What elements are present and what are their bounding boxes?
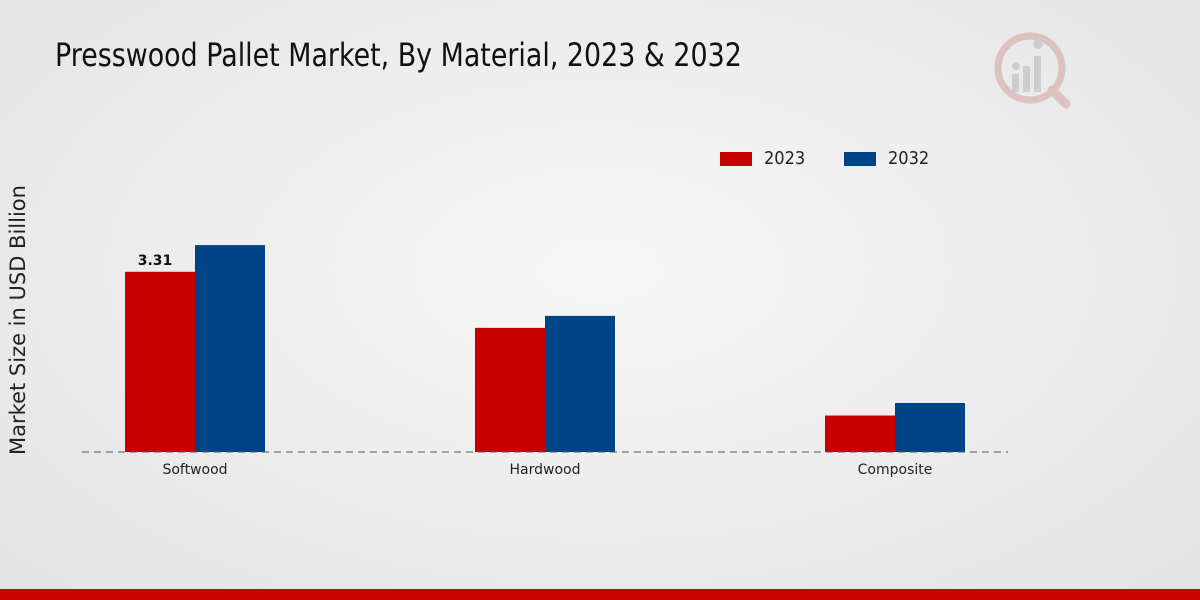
bar-softwood-2023 <box>125 271 195 452</box>
bar-composite-2032 <box>895 403 965 452</box>
legend-label-2032: 2032 <box>887 148 930 169</box>
bar-softwood-2032 <box>195 245 265 452</box>
x-tick-label-composite: Composite <box>858 462 933 478</box>
legend-item-2023: 2023 <box>720 148 810 169</box>
legend-swatch-2023 <box>720 151 752 166</box>
x-tick-label-hardwood: Hardwood <box>510 462 581 478</box>
brand-accent-bar <box>0 589 1200 600</box>
market-research-logo-icon <box>994 32 1071 109</box>
legend-swatch-2032 <box>843 151 876 166</box>
legend-label-2023: 2023 <box>764 148 806 169</box>
data-label-softwood-2023: 3.31 <box>138 253 173 269</box>
legend-item-2032: 2032 <box>843 148 934 169</box>
chart-title: Presswood Pallet Market, By Material, 20… <box>55 36 742 74</box>
bar-hardwood-2032 <box>545 315 615 452</box>
legend: 2023 2032 <box>720 148 968 169</box>
bar-hardwood-2023 <box>475 327 545 452</box>
x-tick-label-softwood: Softwood <box>162 462 227 478</box>
bar-composite-2023 <box>825 415 895 452</box>
